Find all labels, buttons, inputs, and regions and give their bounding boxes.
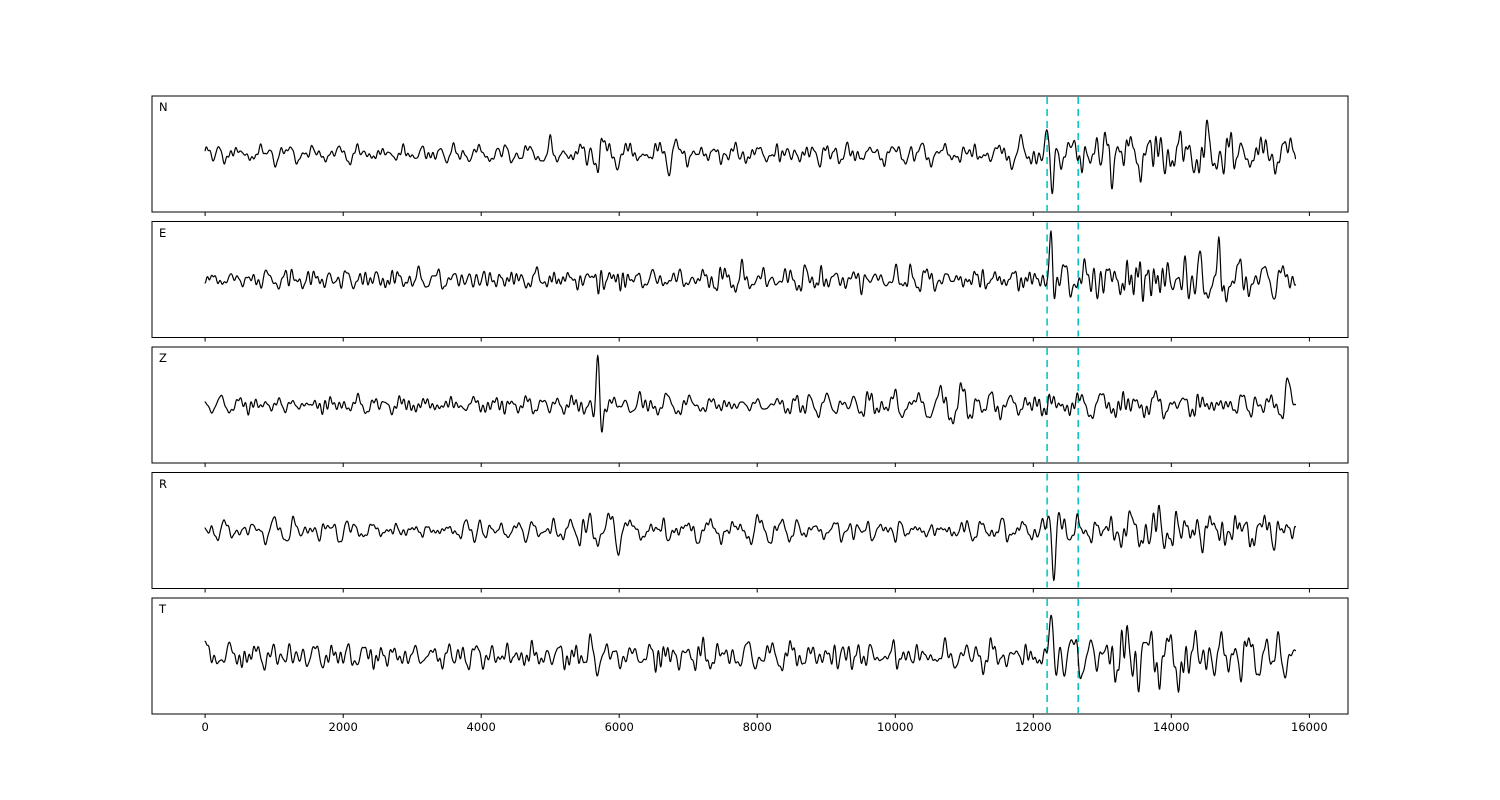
x-tick-label: 2000 (328, 720, 358, 734)
channel-label-n: N (159, 100, 168, 114)
x-tick-label: 8000 (742, 720, 772, 734)
x-tick-label: 14000 (1153, 720, 1190, 734)
channel-label-z: Z (159, 351, 167, 365)
x-tick-label: 10000 (876, 720, 914, 734)
x-tick-label: 12000 (1015, 720, 1052, 734)
x-tick-label: 6000 (604, 720, 634, 734)
x-tick-label: 0 (201, 720, 209, 734)
channel-label-t: T (159, 602, 167, 616)
channel-label-e: E (159, 225, 167, 240)
channel-label-r: R (159, 476, 167, 491)
x-tick-label: 4000 (466, 720, 496, 734)
x-tick-label: 16000 (1291, 720, 1328, 734)
